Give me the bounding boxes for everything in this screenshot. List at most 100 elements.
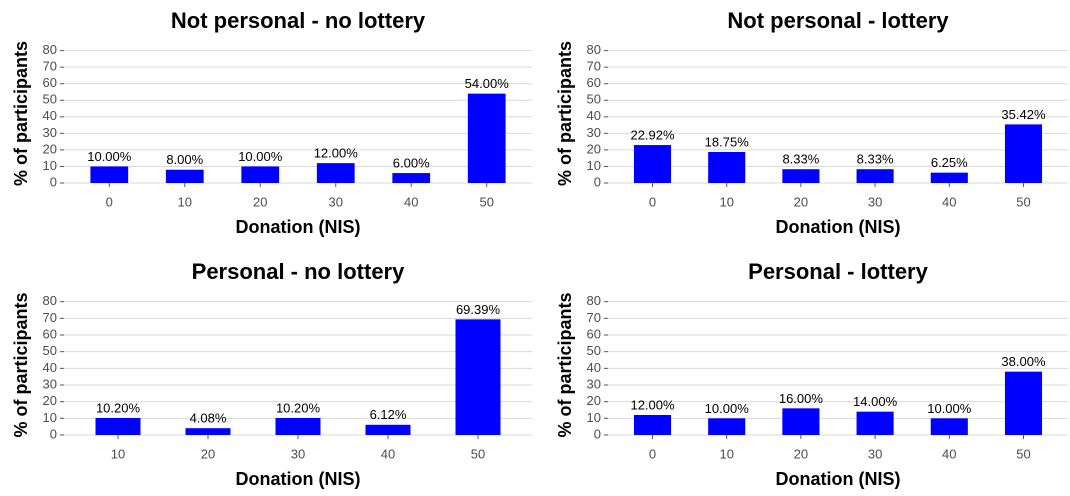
y-tick-label: 10: [43, 158, 57, 173]
y-tick-label: 20: [43, 141, 57, 156]
y-tick-label: 0: [594, 426, 601, 441]
x-tick-label: 20: [794, 194, 808, 209]
bar: [95, 418, 141, 435]
bar: [1004, 371, 1043, 435]
bar: [165, 169, 204, 183]
bar: [316, 163, 355, 183]
chart-title: Personal - lottery: [748, 259, 928, 284]
y-tick-label: 40: [43, 360, 57, 375]
x-tick-label: 10: [111, 446, 125, 461]
y-tick-label: 10: [43, 410, 57, 425]
x-tick-label: 50: [1016, 446, 1030, 461]
x-tick-label: 20: [201, 446, 215, 461]
value-label: 35.42%: [1001, 107, 1046, 122]
value-label: 8.33%: [782, 152, 819, 167]
y-tick-label: 50: [587, 343, 601, 358]
value-label: 14.00%: [853, 394, 898, 409]
x-tick-label: 50: [1016, 194, 1030, 209]
value-label: 12.00%: [314, 146, 359, 161]
bar: [856, 411, 894, 435]
value-label: 54.00%: [465, 76, 510, 91]
x-tick-label: 0: [649, 194, 656, 209]
y-axis-title: % of participants: [11, 41, 31, 186]
bar: [185, 428, 231, 435]
x-axis-title: Donation (NIS): [236, 469, 361, 489]
x-axis-title: Donation (NIS): [776, 469, 901, 489]
y-tick-label: 0: [50, 426, 57, 441]
y-tick-label: 40: [43, 108, 57, 123]
y-axis-title: % of participants: [555, 41, 575, 186]
value-label: 6.12%: [370, 407, 407, 422]
x-axis-title: Donation (NIS): [236, 217, 361, 237]
bar: [633, 415, 672, 435]
bar: [930, 418, 968, 435]
y-tick-label: 60: [43, 75, 57, 90]
y-tick-label: 20: [587, 141, 601, 156]
value-label: 22.92%: [630, 128, 675, 143]
y-tick-label: 30: [587, 376, 601, 391]
x-tick-label: 40: [942, 194, 956, 209]
x-tick-label: 30: [868, 446, 882, 461]
value-label: 10.00%: [927, 401, 972, 416]
y-tick-label: 0: [594, 174, 601, 189]
y-tick-label: 80: [43, 42, 57, 57]
value-label: 10.00%: [238, 149, 283, 164]
chart-title: Not personal - no lottery: [171, 8, 426, 33]
x-tick-label: 40: [381, 446, 395, 461]
y-tick-label: 70: [43, 310, 57, 325]
value-label: 38.00%: [1001, 354, 1046, 369]
y-tick-label: 70: [43, 59, 57, 74]
value-label: 10.20%: [96, 400, 141, 415]
y-tick-label: 40: [587, 108, 601, 123]
y-tick-label: 0: [50, 174, 57, 189]
value-label: 6.00%: [393, 156, 430, 171]
y-tick-label: 80: [587, 42, 601, 57]
bar: [365, 424, 411, 435]
bar: [392, 173, 431, 183]
y-tick-label: 60: [587, 326, 601, 341]
y-tick-label: 80: [587, 293, 601, 308]
y-tick-label: 10: [587, 158, 601, 173]
bar: [455, 319, 501, 435]
x-tick-label: 40: [404, 194, 418, 209]
value-label: 10.00%: [705, 401, 750, 416]
bar: [856, 169, 894, 183]
y-tick-label: 50: [43, 343, 57, 358]
value-label: 8.33%: [857, 152, 894, 167]
value-label: 6.25%: [931, 155, 968, 170]
y-tick-label: 40: [587, 360, 601, 375]
bar: [782, 169, 820, 183]
y-tick-label: 60: [43, 326, 57, 341]
y-tick-label: 50: [43, 92, 57, 107]
value-label: 10.20%: [276, 400, 321, 415]
value-label: 16.00%: [779, 391, 824, 406]
bar: [633, 145, 672, 183]
x-tick-label: 50: [479, 194, 493, 209]
bar: [241, 166, 280, 183]
x-tick-label: 0: [106, 194, 113, 209]
value-label: 10.00%: [87, 149, 132, 164]
value-label: 12.00%: [630, 397, 675, 412]
value-label: 69.39%: [456, 302, 501, 317]
value-label: 18.75%: [705, 134, 750, 149]
y-tick-label: 20: [43, 393, 57, 408]
y-tick-label: 30: [43, 376, 57, 391]
x-tick-label: 40: [942, 446, 956, 461]
bar: [782, 408, 820, 435]
bar: [708, 418, 746, 435]
bar: [930, 172, 968, 183]
x-tick-label: 50: [471, 446, 485, 461]
y-axis-title: % of participants: [555, 292, 575, 437]
x-tick-label: 30: [868, 194, 882, 209]
y-tick-label: 20: [587, 393, 601, 408]
x-tick-label: 10: [178, 194, 192, 209]
y-tick-label: 70: [587, 59, 601, 74]
y-tick-label: 10: [587, 410, 601, 425]
x-axis-title: Donation (NIS): [776, 217, 901, 237]
y-tick-label: 60: [587, 75, 601, 90]
bar: [708, 151, 746, 183]
y-tick-label: 30: [587, 125, 601, 140]
y-tick-label: 30: [43, 125, 57, 140]
bar: [275, 418, 321, 435]
